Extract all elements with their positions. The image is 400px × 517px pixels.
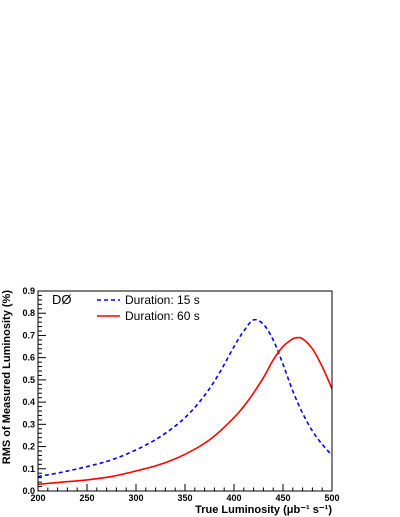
legend: Duration: 15 s Duration: 60 s xyxy=(97,293,200,323)
axes: 200 250 300 350 400 450 500 0.0 0.1 0.2 0.3 0.4 0.5 0… xyxy=(22,286,339,503)
y-tick-label: 0.6 xyxy=(22,353,35,363)
y-tick-label: 0.4 xyxy=(22,397,35,407)
series-line-15s xyxy=(37,318,333,478)
experiment-label: DØ xyxy=(52,292,72,307)
x-tick-label: 300 xyxy=(128,493,143,503)
series-line-60s xyxy=(37,336,333,486)
legend-label: Duration: 60 s xyxy=(125,309,200,323)
x-tick-label: 400 xyxy=(226,493,241,503)
y-tick-label: 0.2 xyxy=(22,442,35,452)
y-tick-label: 0.7 xyxy=(22,330,35,340)
y-tick-label: 0.9 xyxy=(22,286,35,296)
x-tick-label: 350 xyxy=(177,493,192,503)
y-tick-label: 0.8 xyxy=(22,308,35,318)
y-tick-label: 0.0 xyxy=(22,486,35,496)
x-tick-label: 500 xyxy=(324,493,339,503)
x-tick-label: 200 xyxy=(30,493,45,503)
x-tick-label: 250 xyxy=(79,493,94,503)
y-tick-label: 0.3 xyxy=(22,419,35,429)
x-tick-label: 450 xyxy=(275,493,290,503)
y-axis-title: RMS of Measured Luminosity (%) xyxy=(1,290,13,465)
legend-label: Duration: 15 s xyxy=(125,293,200,307)
plot-area xyxy=(37,318,333,486)
y-tick-label: 0.5 xyxy=(22,375,35,385)
x-axis-title: True Luminosity (μb⁻¹ s⁻¹) xyxy=(195,504,332,516)
y-tick-label: 0.1 xyxy=(22,464,35,474)
